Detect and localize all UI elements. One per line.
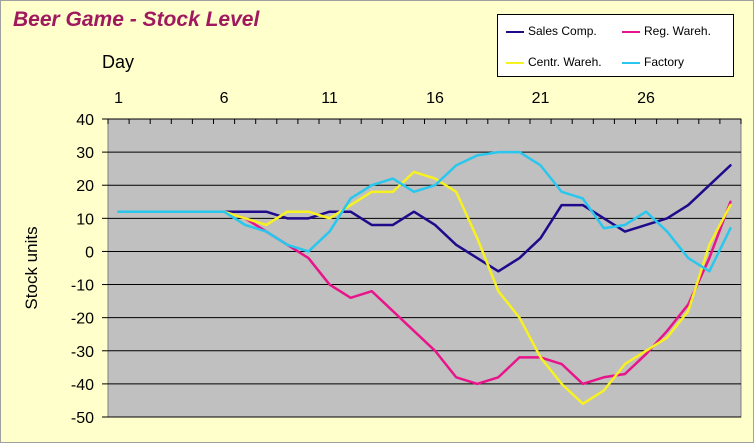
y-axis-label: Stock units	[22, 226, 41, 309]
legend-swatch	[506, 62, 524, 64]
y-tick-label: 0	[85, 244, 94, 261]
legend-label: Sales Comp.	[528, 24, 597, 38]
y-tick-label: 20	[76, 178, 94, 195]
x-tick-label: 21	[532, 90, 550, 107]
x-axis-label: Day	[102, 52, 135, 72]
y-tick-label: 10	[76, 211, 94, 228]
series-line-3	[117, 150, 732, 273]
y-tick-label: -10	[71, 278, 94, 295]
legend: Sales Comp. Reg. Wareh. Centr. Wareh. Fa…	[497, 14, 734, 77]
x-tick-label: 1	[114, 90, 123, 107]
legend-swatch	[506, 31, 524, 33]
legend-label: Centr. Wareh.	[528, 55, 602, 69]
x-tick-label: 11	[321, 90, 338, 107]
y-tick-label: -40	[71, 377, 94, 394]
legend-swatch	[622, 31, 640, 33]
x-tick-label: 26	[637, 90, 655, 107]
y-tick-label: -20	[71, 311, 94, 328]
x-tick-label: 6	[220, 90, 229, 107]
y-tick-label: -30	[71, 344, 94, 361]
legend-swatch	[622, 62, 640, 64]
y-tick-label: 30	[76, 145, 94, 162]
legend-label: Reg. Wareh.	[644, 24, 711, 38]
x-tick-label: 16	[426, 90, 444, 107]
legend-label: Factory	[644, 55, 685, 69]
y-tick-label: 40	[76, 112, 94, 129]
chart-title: Beer Game - Stock Level	[13, 8, 260, 31]
plot-area	[107, 118, 742, 418]
y-tick-label: -50	[71, 410, 94, 427]
